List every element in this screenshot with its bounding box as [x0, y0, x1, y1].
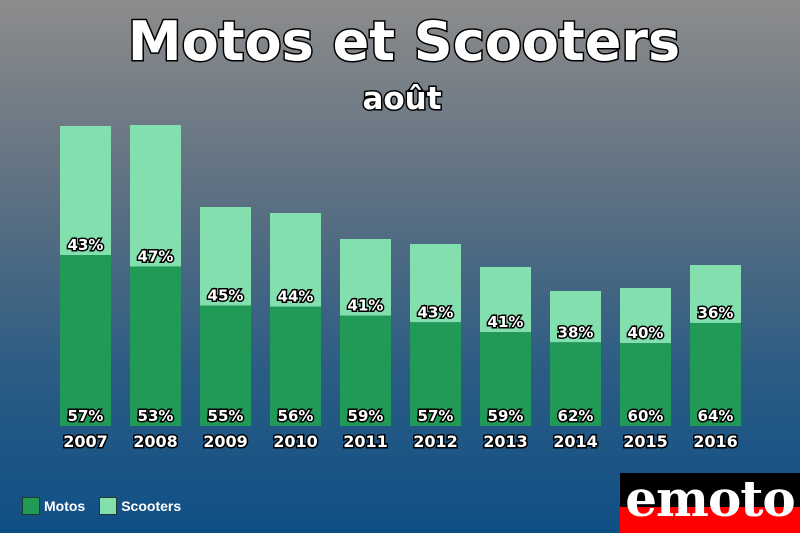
- legend-label-scooters: Scooters: [121, 498, 182, 514]
- x-tick-2012: 2012: [413, 432, 458, 451]
- bar-motos-2011: [340, 315, 391, 426]
- bar-motos-2014: [550, 342, 601, 426]
- bar-scooters-2013: [480, 267, 531, 333]
- bar-scooters-2015: [620, 288, 671, 344]
- bar-scooters-2007: [60, 126, 111, 255]
- chart-subtitle: août: [362, 81, 441, 117]
- bar-motos-2016: [690, 322, 741, 426]
- label-scooters-2011: 41%: [348, 297, 384, 315]
- label-motos-2015: 60%: [628, 407, 664, 425]
- x-tick-2010: 2010: [273, 432, 318, 451]
- label-motos-2016: 64%: [698, 407, 734, 425]
- bar-motos-2007: [60, 255, 111, 426]
- legend-item-motos: Motos: [22, 497, 85, 515]
- label-scooters-2009: 45%: [208, 287, 244, 305]
- legend-item-scooters: Scooters: [99, 497, 181, 515]
- label-motos-2010: 56%: [278, 407, 314, 425]
- x-tick-2015: 2015: [623, 432, 668, 451]
- bar-motos-2010: [270, 306, 321, 426]
- logo-red-band: [620, 507, 800, 533]
- bar-scooters-2016: [690, 265, 741, 323]
- label-scooters-2012: 43%: [418, 303, 454, 321]
- bar-motos-2013: [480, 332, 531, 426]
- bar-scooters-2014: [550, 291, 601, 343]
- label-motos-2014: 62%: [558, 407, 594, 425]
- x-tick-2013: 2013: [483, 432, 528, 451]
- bar-scooters-2009: [200, 207, 251, 306]
- x-tick-2011: 2011: [343, 432, 388, 451]
- label-motos-2007: 57%: [68, 407, 104, 425]
- label-scooters-2008: 47%: [138, 247, 174, 265]
- label-motos-2012: 57%: [418, 407, 454, 425]
- label-scooters-2016: 36%: [698, 304, 734, 322]
- bars-group: 43% 57% 2007 47% 53% 2008 45% 55% 2009 44% 56% 2010…: [60, 125, 741, 453]
- legend-swatch-scooters: [99, 497, 118, 515]
- bar-motos-2008: [130, 266, 181, 426]
- label-scooters-2015: 40%: [628, 324, 664, 342]
- logo-text: emoto: [625, 473, 796, 528]
- label-scooters-2014: 38%: [558, 323, 594, 341]
- x-tick-2008: 2008: [133, 432, 178, 451]
- label-motos-2008: 53%: [138, 407, 174, 425]
- label-scooters-2010: 44%: [278, 288, 314, 306]
- bar-motos-2012: [410, 322, 461, 426]
- bar-scooters-2010: [270, 213, 321, 307]
- bar-scooters-2008: [130, 125, 181, 267]
- label-scooters-2013: 41%: [488, 313, 524, 331]
- legend-swatch-motos: [22, 497, 40, 515]
- label-motos-2009: 55%: [208, 407, 244, 425]
- legend: Motos Scooters: [22, 497, 181, 515]
- x-tick-2016: 2016: [693, 432, 738, 451]
- x-tick-2009: 2009: [203, 432, 248, 451]
- bar-scooters-2012: [410, 244, 461, 323]
- emoto-logo: emoto: [620, 473, 800, 533]
- label-motos-2011: 59%: [348, 407, 384, 425]
- bar-scooters-2011: [340, 239, 391, 316]
- label-motos-2013: 59%: [488, 407, 524, 425]
- bar-motos-2015: [620, 343, 671, 426]
- label-scooters-2007: 43%: [68, 236, 104, 254]
- x-tick-2007: 2007: [63, 432, 108, 451]
- x-tick-2014: 2014: [553, 432, 598, 451]
- bar-motos-2009: [200, 305, 251, 426]
- legend-label-motos: Motos: [44, 498, 86, 514]
- chart-title: Motos et Scooters: [128, 10, 680, 73]
